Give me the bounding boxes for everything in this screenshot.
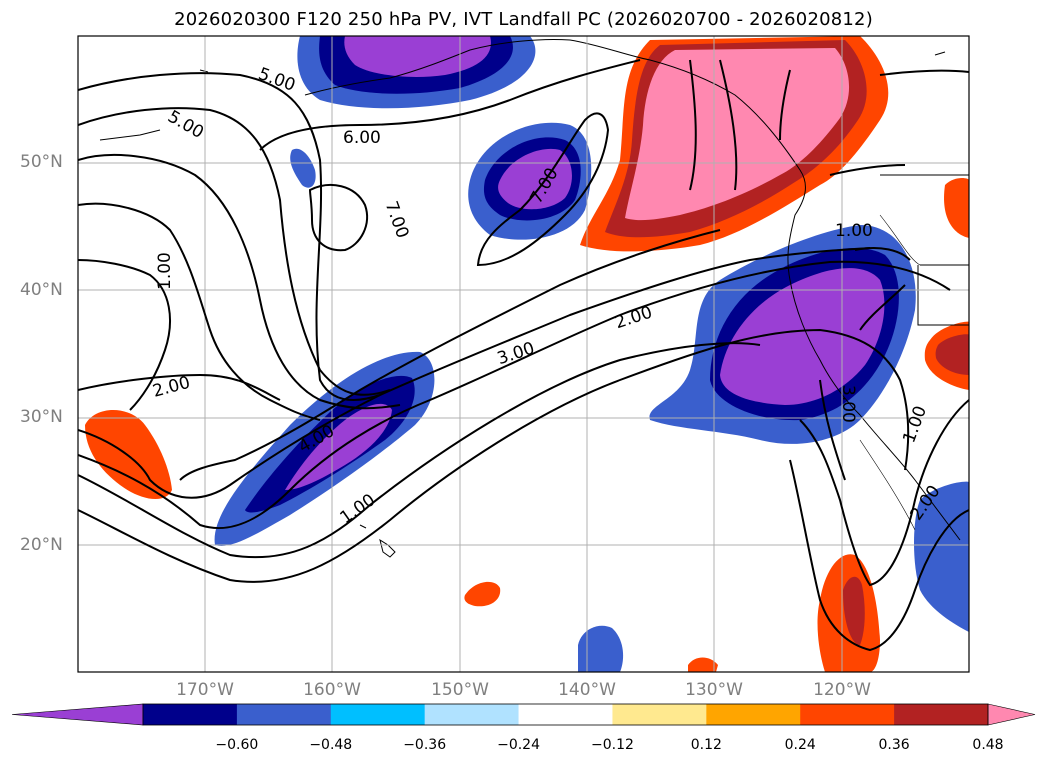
colorbar-tick-label: −0.24	[497, 737, 540, 753]
lon-tick-label: 150°W	[431, 680, 489, 700]
colorbar-segment	[706, 704, 801, 725]
lat-tick-label: 50°N	[20, 152, 63, 172]
colorbar-segment	[612, 704, 707, 725]
ivt-contours	[78, 59, 969, 652]
colorbar-segment	[236, 704, 332, 725]
contour-label: 3.00	[838, 385, 858, 423]
colorbar-segment	[330, 704, 426, 725]
colorbar-tick-label: 0.12	[690, 737, 722, 753]
negative-pv-anomalies	[214, 36, 969, 672]
coastlines	[99, 38, 969, 558]
contour-label: 6.00	[343, 128, 381, 148]
colorbar-tick-label: −0.36	[403, 737, 447, 753]
colorbar-tick-label: 0.24	[784, 737, 816, 753]
lat-tick-label: 40°N	[20, 280, 63, 300]
graticule	[78, 36, 969, 672]
map-title: 2026020300 F120 250 hPa PV, IVT Landfall…	[174, 9, 873, 30]
colorbar-outline	[142, 703, 989, 726]
contour-label: 1.00	[899, 403, 931, 445]
contour-label: 1.00	[337, 490, 379, 528]
lon-tick-label: 170°W	[176, 680, 234, 700]
colorbar-tick-label: −0.48	[309, 737, 353, 753]
map-frame	[77, 35, 970, 673]
colorbar-tick-label: 0.48	[972, 737, 1004, 753]
contour-label: 1.00	[835, 221, 873, 241]
lon-tick-label: 160°W	[303, 680, 361, 700]
lat-tick-label: 30°N	[20, 407, 63, 427]
contour-label: 7.00	[381, 199, 413, 241]
colorbar	[11, 703, 1036, 726]
colorbar-tick-label: −0.12	[590, 737, 634, 753]
contour-label: 2.00	[613, 302, 655, 333]
colorbar-segment	[800, 704, 895, 725]
colorbar-tick-label: 0.36	[878, 737, 910, 753]
lon-tick-label: 140°W	[558, 680, 616, 700]
colorbar-tick-label: −0.60	[215, 737, 259, 753]
colorbar-segment	[518, 704, 613, 725]
colorbar-extend-left	[11, 703, 144, 726]
colorbar-segment	[424, 704, 520, 725]
lon-tick-label: 130°W	[685, 680, 743, 700]
colorbar-segment	[143, 704, 238, 725]
contour-label: 5.00	[164, 107, 207, 143]
colorbar-extend-right	[987, 703, 1036, 726]
colorbar-segment	[894, 704, 989, 725]
lon-tick-label: 120°W	[813, 680, 871, 700]
lat-tick-label: 20°N	[20, 535, 63, 555]
contour-label: 5.00	[256, 64, 298, 96]
contour-label: 1.00	[155, 252, 175, 290]
